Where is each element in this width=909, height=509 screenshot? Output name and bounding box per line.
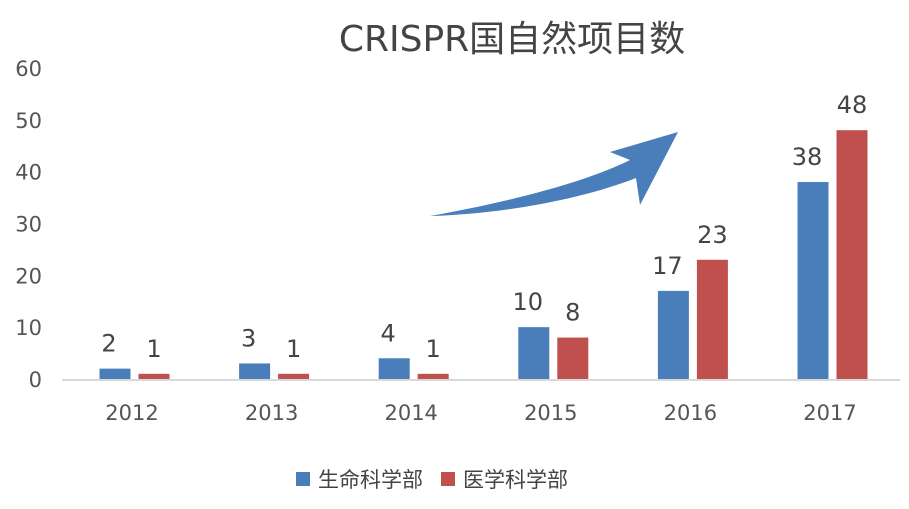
data-label: 38 <box>792 143 823 171</box>
data-label: 3 <box>241 324 256 352</box>
bar-medical-2017 <box>836 130 868 379</box>
data-label: 23 <box>697 221 728 249</box>
data-label: 17 <box>652 252 683 280</box>
bar-life-2013 <box>239 363 271 379</box>
data-label: 1 <box>146 335 161 363</box>
bar-life-2012 <box>99 368 131 379</box>
legend-swatch <box>296 472 310 486</box>
y-tick-label: 30 <box>15 213 42 237</box>
bar-life-2017 <box>797 182 829 379</box>
x-tick-label: 2017 <box>803 401 856 425</box>
y-tick-label: 20 <box>15 264 42 288</box>
bar-medical-2015 <box>557 337 589 379</box>
bar-life-2016 <box>657 290 689 379</box>
data-label: 10 <box>513 288 544 316</box>
bar-medical-2013 <box>278 373 310 379</box>
x-tick-label: 2016 <box>664 401 717 425</box>
data-label: 2 <box>101 330 116 358</box>
x-tick-label: 2012 <box>105 401 158 425</box>
y-tick-label: 0 <box>29 368 42 392</box>
bar-life-2014 <box>378 358 410 379</box>
legend-item-life-sciences: 生命科学部 <box>296 464 423 494</box>
y-tick-label: 40 <box>15 161 42 185</box>
trend-arrow-icon <box>430 132 678 216</box>
bar-medical-2012 <box>138 373 170 379</box>
data-label: 48 <box>837 91 868 119</box>
legend-item-medical-sciences: 医学科学部 <box>441 464 568 494</box>
chart-title: CRISPR国自然项目数 <box>338 19 686 60</box>
data-label: 8 <box>565 299 580 327</box>
legend: 生命科学部 医学科学部 <box>296 464 568 494</box>
legend-label: 医学科学部 <box>463 468 568 492</box>
legend-swatch <box>441 472 455 486</box>
y-tick-label: 10 <box>15 316 42 340</box>
x-tick-label: 2015 <box>524 401 577 425</box>
y-tick-label: 50 <box>15 109 42 133</box>
bar-medical-2014 <box>417 373 449 379</box>
data-label: 4 <box>381 319 396 347</box>
y-tick-label: 60 <box>15 57 42 81</box>
data-label: 1 <box>286 335 301 363</box>
x-tick-label: 2013 <box>245 401 298 425</box>
bar-life-2015 <box>518 327 550 379</box>
x-tick-label: 2014 <box>384 401 437 425</box>
data-label: 1 <box>426 335 441 363</box>
bar-medical-2016 <box>696 259 728 379</box>
legend-label: 生命科学部 <box>318 468 423 492</box>
